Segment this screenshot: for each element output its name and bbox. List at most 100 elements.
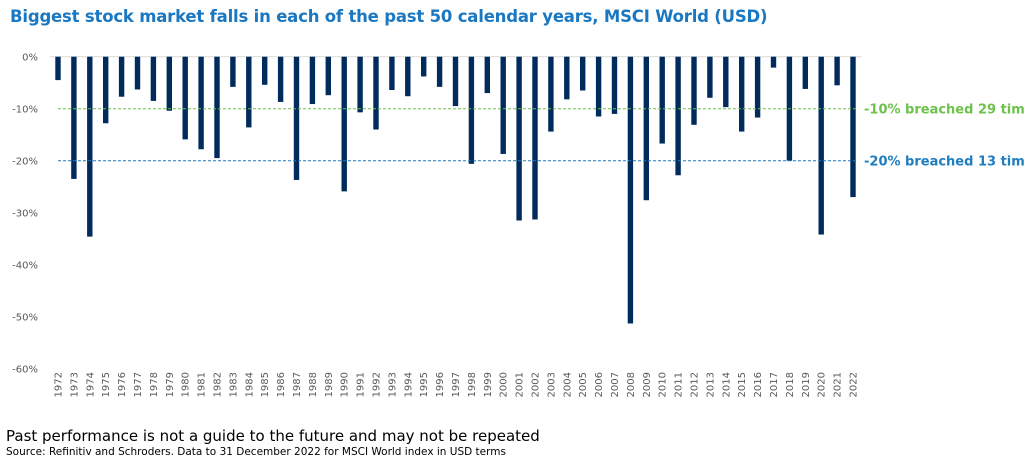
- x-tick-label: 2012: [690, 372, 701, 397]
- bar-2005: [580, 56, 586, 91]
- bar-1989: [325, 56, 331, 96]
- disclaimer-note: Past performance is not a guide to the f…: [6, 427, 540, 445]
- x-tick-label: 1990: [340, 372, 351, 397]
- bar-2007: [611, 56, 618, 114]
- y-tick-label: -30%: [12, 209, 38, 220]
- bar-1973: [71, 56, 77, 179]
- x-tick-label: 1994: [403, 372, 414, 397]
- y-tick-label: 0%: [22, 53, 38, 64]
- x-tick-label: 2009: [642, 372, 653, 397]
- reference-label: -10% breached 29 times: [864, 103, 1024, 118]
- bar-1974: [87, 56, 93, 237]
- x-tick-label: 1982: [213, 372, 224, 397]
- y-tick-label: -10%: [12, 105, 38, 116]
- x-tick-label: 1991: [356, 372, 367, 397]
- x-tick-label: 2001: [515, 372, 526, 397]
- bar-1993: [389, 56, 395, 90]
- bar-2014: [723, 56, 729, 108]
- bar-1996: [436, 56, 443, 87]
- bar-2000: [500, 56, 506, 154]
- bar-1980: [182, 56, 188, 140]
- x-tick-label: 2010: [658, 372, 669, 397]
- bar-1992: [373, 56, 379, 130]
- y-tick-label: -50%: [12, 313, 38, 324]
- bar-1972: [55, 56, 61, 81]
- x-tick-label: 1974: [85, 372, 96, 397]
- x-tick-label: 2007: [610, 372, 621, 397]
- bar-2019: [802, 56, 808, 89]
- bar-1983: [230, 56, 236, 87]
- bar-chart: 0% -10% -20% -30% -40% -50% -60% 1972 1973 1974 19…: [12, 53, 1024, 398]
- x-tick-label: 2015: [737, 372, 748, 397]
- x-tick-label: 2005: [578, 372, 589, 397]
- x-tick-label: 1984: [244, 372, 255, 397]
- x-tick-label: 1973: [69, 372, 80, 397]
- x-tick-label: 2002: [531, 372, 542, 397]
- bar-2008: [627, 56, 634, 324]
- bar-1976: [118, 56, 125, 97]
- bar-1987: [293, 56, 300, 180]
- bar-1998: [468, 56, 475, 164]
- x-tick-label: 1981: [197, 372, 208, 397]
- y-tick-label: -60%: [12, 365, 38, 376]
- x-tick-label: 1989: [324, 372, 335, 397]
- bar-2015: [739, 56, 745, 132]
- bar-2001: [516, 56, 522, 221]
- bar-2010: [659, 56, 665, 144]
- x-tick-label: 2000: [499, 372, 510, 397]
- x-tick-label: 1979: [165, 372, 176, 397]
- x-tick-label: 2018: [785, 372, 796, 397]
- x-tick-label: 1988: [308, 372, 319, 397]
- x-tick-label: 2008: [626, 372, 637, 397]
- bar-2021: [834, 56, 840, 86]
- bar-1991: [357, 56, 363, 113]
- bar-1990: [341, 56, 347, 192]
- x-tick-label: 2022: [849, 372, 860, 397]
- bar-1994: [405, 56, 411, 97]
- x-tick-label: 1977: [133, 372, 144, 397]
- bar-2006: [595, 56, 602, 117]
- x-tick-label: 1978: [149, 372, 160, 397]
- bar-1984: [246, 56, 252, 128]
- x-tick-label: 2019: [801, 372, 812, 397]
- x-tick-label: 1972: [54, 372, 65, 397]
- x-tick-label: 1997: [451, 372, 462, 397]
- x-tick-label: 2013: [705, 372, 716, 397]
- bar-2017: [770, 56, 777, 68]
- bar-1981: [198, 56, 204, 150]
- bar-2003: [548, 56, 554, 132]
- x-tick-label: 1983: [228, 372, 239, 397]
- source-note: Source: Refinitiv and Schroders. Data to…: [6, 446, 506, 458]
- bar-1995: [421, 56, 427, 77]
- x-tick-label: 2004: [562, 372, 573, 397]
- x-tick-label: 1993: [387, 372, 398, 397]
- x-tick-label: 1996: [435, 372, 446, 397]
- x-tick-label: 1992: [372, 372, 383, 397]
- x-tick-label: 1986: [276, 372, 287, 397]
- x-tick-label: 2020: [817, 372, 828, 397]
- x-tick-label: 2006: [594, 372, 605, 397]
- bar-1979: [166, 56, 172, 111]
- x-tick-label: 2021: [833, 372, 844, 397]
- bar-1999: [484, 56, 490, 94]
- x-tick-label: 2003: [546, 372, 557, 397]
- bar-2011: [675, 56, 681, 176]
- reference-label: -20% breached 13 times: [864, 155, 1024, 170]
- x-tick-label: 1975: [101, 372, 112, 397]
- x-tick-label: 1999: [483, 372, 494, 397]
- bar-2012: [691, 56, 697, 125]
- x-tick-label: 1987: [292, 372, 303, 397]
- x-tick-label: 2011: [674, 372, 685, 397]
- bar-2002: [532, 56, 538, 220]
- bar-1975: [103, 56, 109, 124]
- x-tick-label: 1985: [260, 372, 271, 397]
- bar-2020: [818, 56, 824, 235]
- y-tick-label: -20%: [12, 157, 38, 168]
- bar-1978: [150, 56, 157, 101]
- bar-1988: [309, 56, 316, 105]
- x-tick-label: 2017: [769, 372, 780, 397]
- bar-2022: [850, 56, 856, 198]
- x-tick-label: 2016: [753, 372, 764, 397]
- chart-title: Biggest stock market falls in each of th…: [10, 7, 768, 26]
- bar-2009: [643, 56, 649, 201]
